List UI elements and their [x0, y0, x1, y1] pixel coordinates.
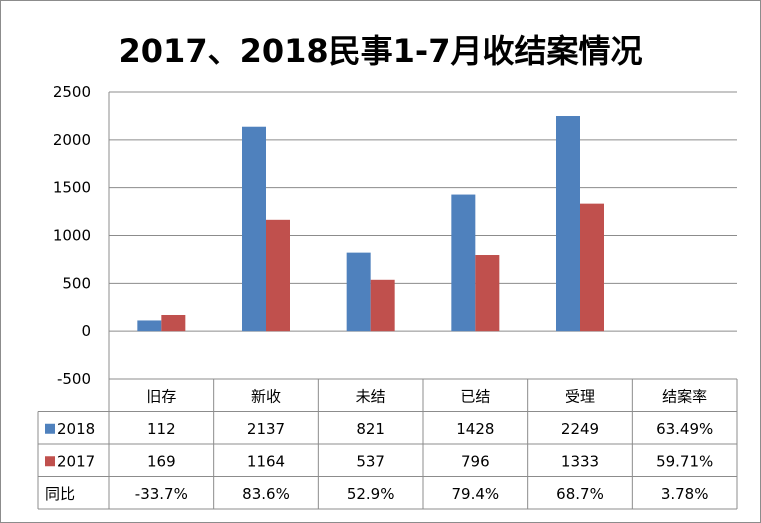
- table-cell: 1164: [247, 452, 285, 470]
- bar-2018-0: [137, 320, 162, 332]
- table-cell: 1428: [456, 420, 494, 438]
- table-cell: 112: [147, 420, 176, 438]
- table-cell: 2137: [247, 420, 285, 438]
- bar-2018-2: [346, 252, 371, 332]
- table-cell: 79.4%: [452, 485, 500, 503]
- bar-2017-1: [266, 219, 290, 332]
- table-row-label: 2017: [57, 452, 95, 470]
- legend-key-2017: [45, 456, 55, 467]
- table-cell: 83.6%: [242, 485, 290, 503]
- table-cell: 821: [356, 420, 385, 438]
- table-cell: 52.9%: [347, 485, 395, 503]
- table-cell: -33.7%: [135, 485, 188, 503]
- chart-title: 2017、2018民事1-7月收结案情况: [118, 32, 643, 70]
- table-cell: 59.71%: [656, 452, 713, 470]
- bar-2018-4: [556, 116, 580, 332]
- table-cell: 169: [147, 452, 176, 470]
- table-cell: 68.7%: [556, 485, 604, 503]
- category-label: 未结: [356, 387, 386, 405]
- bar-2017-3: [475, 255, 500, 332]
- table-cell: 63.49%: [656, 420, 713, 438]
- table-cell: 796: [461, 452, 490, 470]
- table-row-label: 2018: [57, 420, 95, 438]
- category-label: 结案率: [662, 387, 707, 405]
- table-cell: 1333: [561, 452, 599, 470]
- y-tick-label: -500: [57, 370, 91, 388]
- bars: [137, 116, 604, 332]
- table-cell: 537: [356, 452, 385, 470]
- bar-2018-1: [242, 126, 266, 332]
- bar-2017-0: [161, 314, 186, 332]
- y-tick-label: 1500: [53, 179, 91, 197]
- category-label: 新收: [251, 387, 281, 405]
- category-label: 已结: [460, 387, 490, 405]
- y-axis: 2500 2000 1500 1000 500 0 -500: [53, 83, 110, 388]
- bar-2017-2: [370, 279, 395, 332]
- legend-key-2018: [45, 423, 55, 434]
- y-tick-label: 2500: [53, 83, 91, 101]
- table-row-label: 同比: [45, 485, 75, 503]
- bar-2018-3: [451, 194, 476, 332]
- category-label: 旧存: [146, 387, 176, 405]
- grid-lines: [109, 91, 737, 380]
- data-table: 旧存 新收 未结 已结 受理 结案率 2018 112 2137 821 1428 2249 63.49…: [37, 378, 738, 510]
- table-cell: 2249: [561, 420, 599, 438]
- table-cell: 3.78%: [661, 485, 709, 503]
- y-tick-label: 500: [62, 274, 91, 292]
- y-tick-label: 0: [81, 322, 91, 340]
- category-label: 受理: [565, 387, 595, 405]
- bar-2017-4: [580, 203, 604, 332]
- y-tick-label: 2000: [53, 131, 91, 149]
- y-tick-label: 1000: [53, 227, 91, 245]
